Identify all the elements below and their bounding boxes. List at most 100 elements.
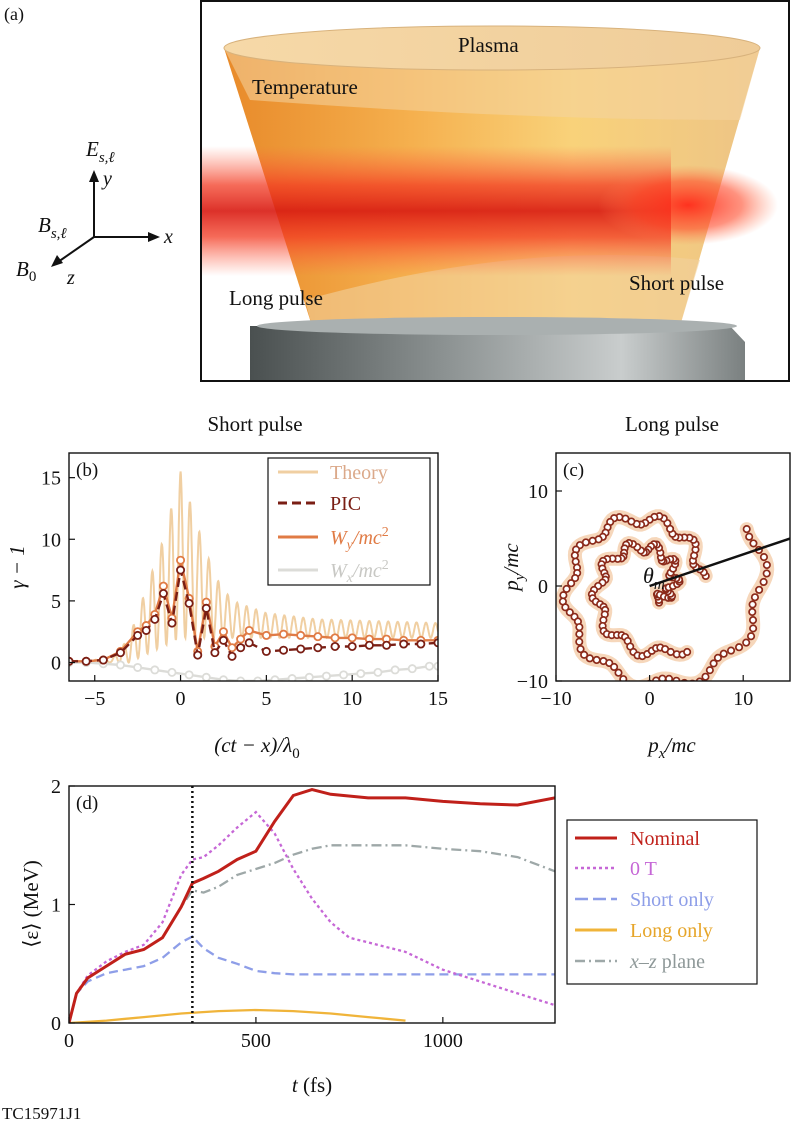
trajectory-point [709,659,718,668]
e-field-label: Es,ℓ [85,137,115,166]
pic-point [364,640,374,650]
pic-point [347,641,357,651]
target-stand [250,326,745,381]
trajectory-point [592,655,601,665]
theta-m-annotation: θm [643,563,665,593]
wx-point [270,675,280,681]
legend-short-only-label: Short only [630,889,714,911]
trajectory-point [750,593,759,602]
legend-0t-label: 0 T [630,858,657,880]
wy-point [218,627,228,637]
trajectory-point [575,623,584,632]
theta-m-line [649,537,790,588]
trajectory-point [580,650,589,659]
short-pulse-label: Short pulse [629,271,724,295]
chart-b-ytick-label: 0 [51,653,61,675]
pic-point [218,635,228,645]
pic-point [261,646,271,656]
wx-point [133,662,143,672]
chart-d-xtick-label: 0 [64,1030,74,1052]
chart-b-ticks: −5 0 5 10 15 0 5 10 15 [41,468,448,710]
trajectory-point [559,591,568,600]
chart-c-title: Long pulse [625,412,719,436]
chart-b-ytick-label: 15 [41,468,61,490]
trajectory-point [619,675,628,681]
xz-plane-line [69,844,555,1023]
trajectory-point [747,632,756,641]
0t-line [69,810,555,1023]
chart-b-legend: Theory PIC Wy/mc2 Wx/mc2 [267,457,431,586]
chart-d-legend: Nominal 0 T Short only Long only x–z pla… [566,819,758,985]
panel-c: Long pulse −10 0 10 −10 0 10 (c) θm px/mc py/… [499,412,791,762]
chart-d-ytick-label: 2 [51,776,61,798]
wx-point [287,674,297,681]
trajectory-point [588,536,597,545]
chart-b-frame [68,452,439,682]
wy-point [279,629,289,639]
chart-b-ytick-label: 5 [51,591,61,613]
legend-pic-label: PIC [330,493,361,515]
trajectory-point [575,630,584,639]
wx-point [167,667,177,677]
trajectory-point [742,638,751,647]
trajectory-point [748,607,757,617]
trajectory-point [701,672,710,681]
chart-c-ytick-label: 0 [538,576,548,598]
legend-long-only-label: Long only [630,920,713,942]
trajectory-point [713,653,722,662]
wx-point [304,672,314,681]
stand-rim [257,317,737,335]
chart-b-xtick-label: −5 [84,688,105,710]
wy-point [313,632,323,642]
trajectory-point [755,585,764,594]
chart-c-ytick-label: 10 [528,481,548,503]
wx-point [407,664,417,674]
trajectory-point [570,551,579,560]
legend-xz-plane-label: x–z plane [629,951,705,973]
b0-label: B0 [16,257,36,285]
long-pulse-beam [201,146,671,276]
trajectory-point [576,645,585,654]
pic-point [133,630,143,640]
chart-b-ytick-label: 10 [41,529,61,551]
chart-d-xtick-label: 500 [241,1030,271,1052]
chart-d-panel-label: (d) [76,793,98,814]
plasma-label: Plasma [458,33,519,57]
pic-point [399,639,409,649]
chart-b-legend-box [267,457,431,586]
pic-point [236,643,246,653]
pic-point [244,638,254,648]
wx-line [69,661,438,681]
wx-point [424,661,434,671]
legend-wx-label: Wx/mc2 [330,558,389,586]
trajectory-point [748,600,757,609]
pic-point [141,625,151,635]
legend-wy-label: Wy/mc2 [330,525,389,553]
wy-point [347,633,357,643]
chart-d-ytick-label: 1 [51,895,61,917]
pic-point [150,614,160,624]
theory-line [69,471,438,664]
plasma-top-surface [223,25,761,71]
chart-b-xtick-label: 10 [342,688,362,710]
chart-d-ytick-label: 0 [51,1013,61,1035]
trajectory-point [748,616,758,625]
trajectory-point [610,662,619,672]
trajectory-point [745,532,754,541]
wx-point [321,671,331,681]
chart-c-frame [555,452,791,682]
chart-c-xlabel: px/mc [646,733,696,762]
pic-point [193,650,203,660]
wx-point [218,675,228,681]
pic-point [313,643,323,653]
pic-point [296,644,306,654]
pic-point [158,588,168,598]
pic-point [210,648,220,658]
trajectory-point [562,584,571,593]
chart-d-frame [68,785,556,1024]
trajectory-point [749,624,758,633]
chart-d-xlabel: t (fs) [292,1073,332,1097]
pic-point [382,640,392,650]
chart-c-xtick-label: −10 [540,688,571,710]
wx-point [356,669,366,679]
